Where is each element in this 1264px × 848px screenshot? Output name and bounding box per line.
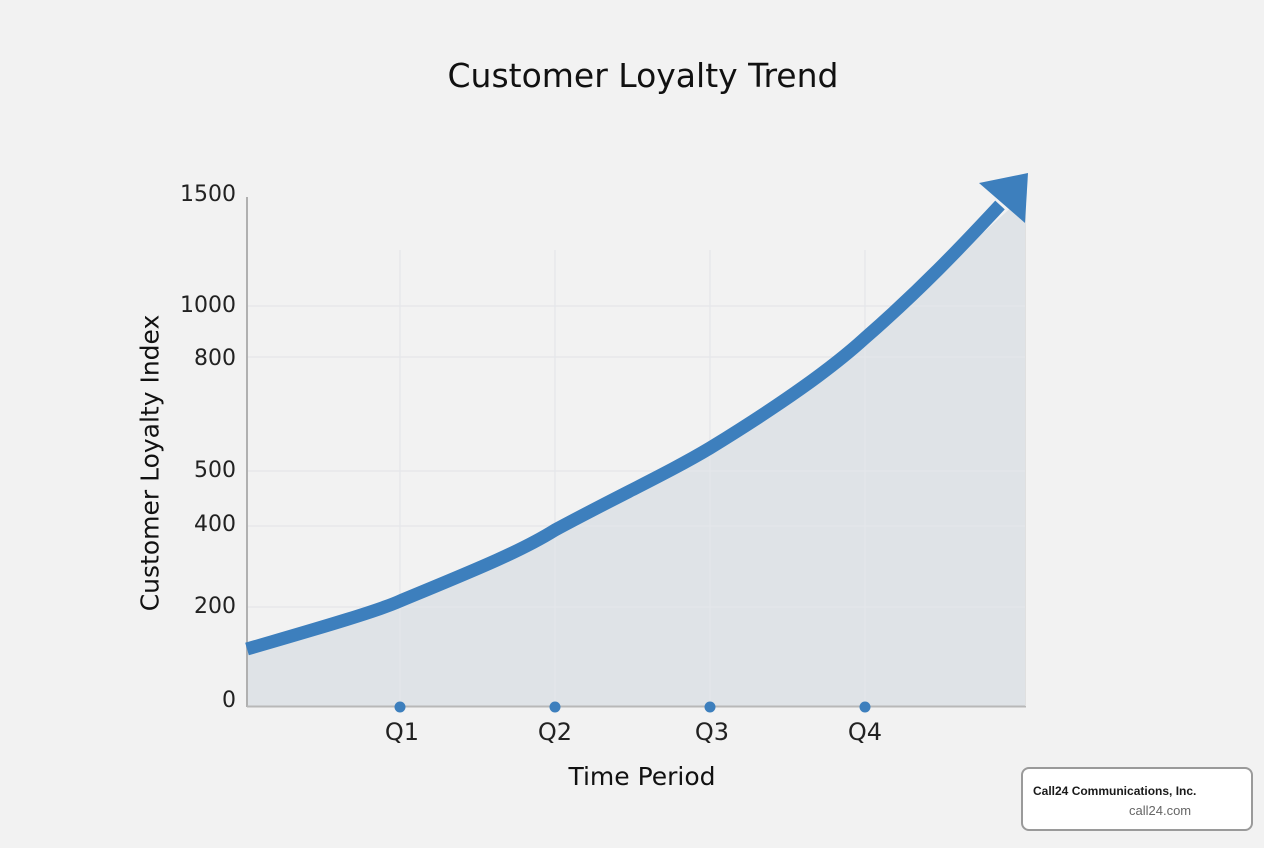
- company-name: Call24 Communications, Inc.: [1033, 784, 1197, 798]
- y-tick-400: 400: [194, 512, 236, 537]
- branding-card: Call24 Communications, Inc. call24.com: [1021, 767, 1253, 831]
- y-tick-1000: 1000: [180, 293, 236, 318]
- trend-line: [245, 200, 1005, 656]
- x-axis-label: Time Period: [568, 762, 716, 791]
- y-tick-800: 800: [194, 346, 236, 371]
- x-tick-q3: Q3: [694, 718, 730, 746]
- x-tick-markers: [394, 701, 871, 713]
- y-tick-200: 200: [194, 594, 236, 619]
- y-tick-0: 0: [222, 688, 236, 713]
- chart-title: Customer Loyalty Trend: [447, 56, 839, 95]
- x-tick-q2: Q2: [537, 718, 573, 746]
- x-tick-q1: Q1: [384, 718, 420, 746]
- y-tick-1500: 1500: [180, 182, 236, 207]
- trend-arrowhead-icon: [979, 173, 1028, 223]
- x-tick-q4: Q4: [847, 718, 883, 746]
- y-axis-label: Customer Loyalty Index: [135, 314, 165, 612]
- y-tick-500: 500: [194, 458, 236, 483]
- company-website: call24.com: [1129, 803, 1192, 818]
- area-fill: [247, 195, 1025, 706]
